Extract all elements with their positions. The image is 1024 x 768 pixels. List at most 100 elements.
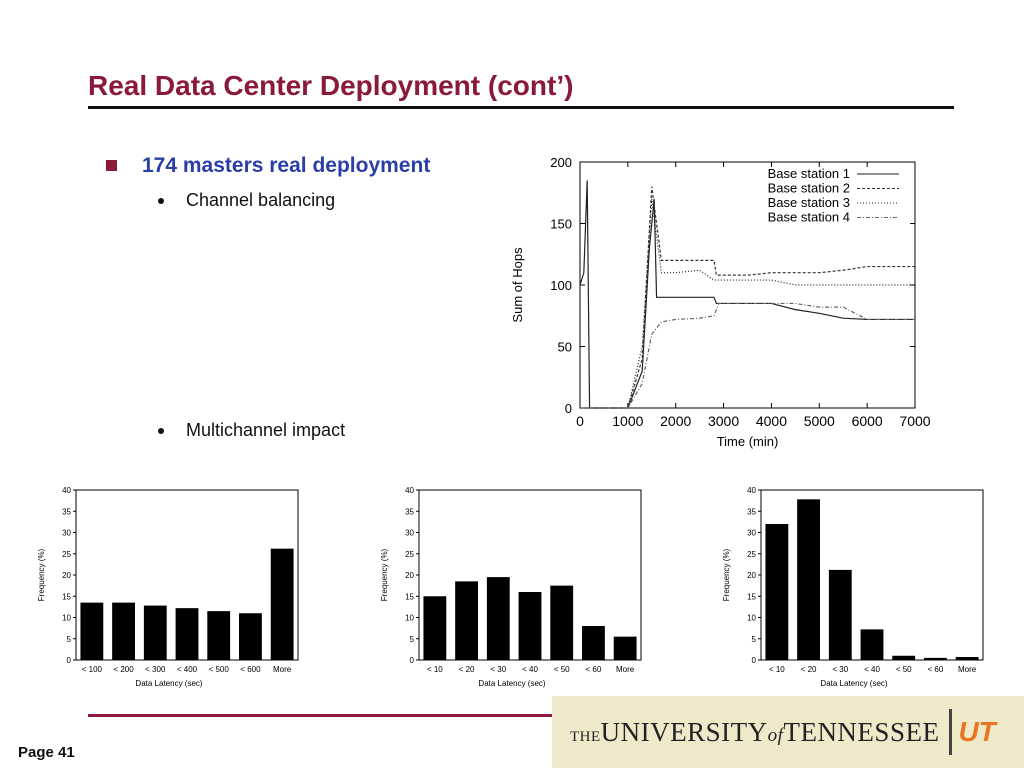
y-tick-label: 5	[410, 635, 415, 644]
sub-bullet-channel-balancing: Channel balancing	[186, 190, 336, 210]
dot-bullet-icon	[158, 198, 164, 204]
series-line-4	[580, 302, 915, 409]
x-tick-label: 2000	[660, 413, 691, 429]
logo-divider	[949, 709, 953, 755]
legend-label-1: Base station 1	[768, 166, 850, 181]
histogram-bar	[955, 657, 979, 660]
x-tick-label: < 30	[490, 665, 506, 674]
square-bullet-icon	[106, 160, 117, 171]
y-tick-label: 15	[405, 592, 414, 601]
y-tick-label: 30	[747, 529, 756, 538]
histogram-bar	[80, 602, 104, 660]
x-tick-label: More	[616, 665, 635, 674]
y-tick-label: 50	[558, 340, 572, 355]
x-axis-label: Data Latency (sec)	[135, 679, 202, 688]
histogram-bar	[270, 548, 294, 660]
y-tick-label: 5	[752, 635, 757, 644]
page-number: Page 41	[18, 744, 75, 761]
x-tick-label: More	[958, 665, 977, 674]
x-tick-label: < 10	[769, 665, 785, 674]
x-tick-label: 7000	[899, 413, 930, 429]
x-axis-label: Time (min)	[717, 434, 779, 449]
y-tick-label: 35	[405, 507, 414, 516]
x-tick-label: 0	[576, 413, 584, 429]
histogram-bar	[613, 636, 637, 660]
y-tick-label: 100	[550, 278, 572, 293]
histogram-bar	[797, 499, 820, 660]
histogram-bar	[550, 585, 574, 660]
series-line-1	[579, 180, 915, 409]
y-tick-label: 30	[405, 529, 414, 538]
x-tick-label: < 40	[522, 665, 538, 674]
title-divider	[88, 106, 954, 109]
y-tick-label: 35	[62, 507, 71, 516]
x-tick-label: < 200	[113, 665, 134, 674]
x-tick-label: < 100	[82, 665, 103, 674]
y-axis-label: Sum of Hops	[510, 247, 525, 323]
y-tick-label: 25	[747, 550, 756, 559]
y-tick-label: 20	[62, 571, 71, 580]
y-tick-label: 20	[747, 571, 756, 580]
hops-line-chart: 0 1000 2000 3000 4000 5000 6000 7000 0 50 100 150 20…	[510, 155, 931, 449]
histogram-bar	[486, 577, 510, 660]
x-tick-label: < 600	[240, 665, 261, 674]
y-tick-label: 30	[62, 529, 71, 538]
y-tick-label: 10	[747, 614, 756, 623]
x-tick-label: < 30	[832, 665, 848, 674]
sub-bullet-multichannel-impact: Multichannel impact	[186, 420, 346, 440]
x-tick-label: < 400	[177, 665, 198, 674]
y-tick-label: 15	[62, 592, 71, 601]
university-logo: THEUNIVERSITYofTENNESSEE UT	[552, 696, 1024, 768]
y-tick-label: 0	[565, 401, 572, 416]
university-wordmark: THEUNIVERSITYofTENNESSEE	[570, 716, 940, 747]
y-tick-label: 5	[67, 635, 72, 644]
y-tick-label: 40	[405, 486, 414, 495]
histogram-bar	[175, 608, 199, 660]
histogram-bar	[143, 605, 167, 660]
x-tick-label: 4000	[756, 413, 787, 429]
x-tick-label: 5000	[804, 413, 835, 429]
main-bullet: 174 masters real deployment	[142, 154, 431, 177]
y-tick-label: 25	[405, 550, 414, 559]
series-line-2	[580, 186, 915, 409]
histogram-bar	[582, 626, 605, 660]
y-tick-label: 35	[747, 507, 756, 516]
latency-histogram-2: 0 5 10 15 20 25 30 35 40 < 10 < 20 < 30 < 40 < 50 < 60…	[380, 486, 642, 688]
y-tick-label: 40	[747, 486, 756, 495]
legend-label-4: Base station 4	[768, 210, 850, 225]
y-tick-label: 200	[550, 155, 572, 170]
footer-divider	[88, 714, 558, 717]
y-tick-label: 0	[67, 656, 72, 665]
y-axis-label: Frequency (%)	[722, 548, 731, 601]
x-tick-label: < 60	[928, 665, 944, 674]
y-tick-label: 0	[410, 656, 415, 665]
slide-title: Real Data Center Deployment (cont’)	[88, 70, 574, 101]
histogram-bar	[765, 524, 789, 660]
y-tick-label: 150	[550, 217, 572, 232]
x-tick-label: < 60	[586, 665, 602, 674]
x-tick-label: 1000	[612, 413, 643, 429]
x-tick-label: < 500	[209, 665, 230, 674]
dot-bullet-icon	[158, 428, 164, 434]
histogram-bar	[518, 592, 542, 660]
histogram-bar	[924, 657, 947, 660]
histogram-bar	[207, 611, 231, 660]
histogram-bar	[892, 655, 916, 660]
histogram-bar	[112, 602, 135, 660]
x-tick-label: < 50	[554, 665, 570, 674]
y-tick-label: 10	[62, 614, 71, 623]
x-tick-label: < 20	[459, 665, 475, 674]
y-tick-label: 10	[405, 614, 414, 623]
x-tick-label: < 40	[864, 665, 880, 674]
x-tick-label: 3000	[708, 413, 739, 429]
y-tick-label: 0	[752, 656, 757, 665]
x-axis-label: Data Latency (sec)	[820, 679, 887, 688]
y-tick-label: 20	[405, 571, 414, 580]
ut-logo-mark: UT	[958, 716, 996, 747]
latency-histogram-1: 0 5 10 15 20 25 30 35 40 < 100 < 200 < 300 < 400 < 50…	[37, 486, 299, 688]
x-tick-label: < 50	[896, 665, 912, 674]
latency-histogram-3: 0 5 10 15 20 25 30 35 40 < 10 < 20 < 30 < 40 < 50 < 60…	[722, 486, 984, 688]
x-tick-label: More	[273, 665, 292, 674]
x-tick-label: < 10	[427, 665, 443, 674]
legend-label-2: Base station 2	[768, 181, 850, 196]
